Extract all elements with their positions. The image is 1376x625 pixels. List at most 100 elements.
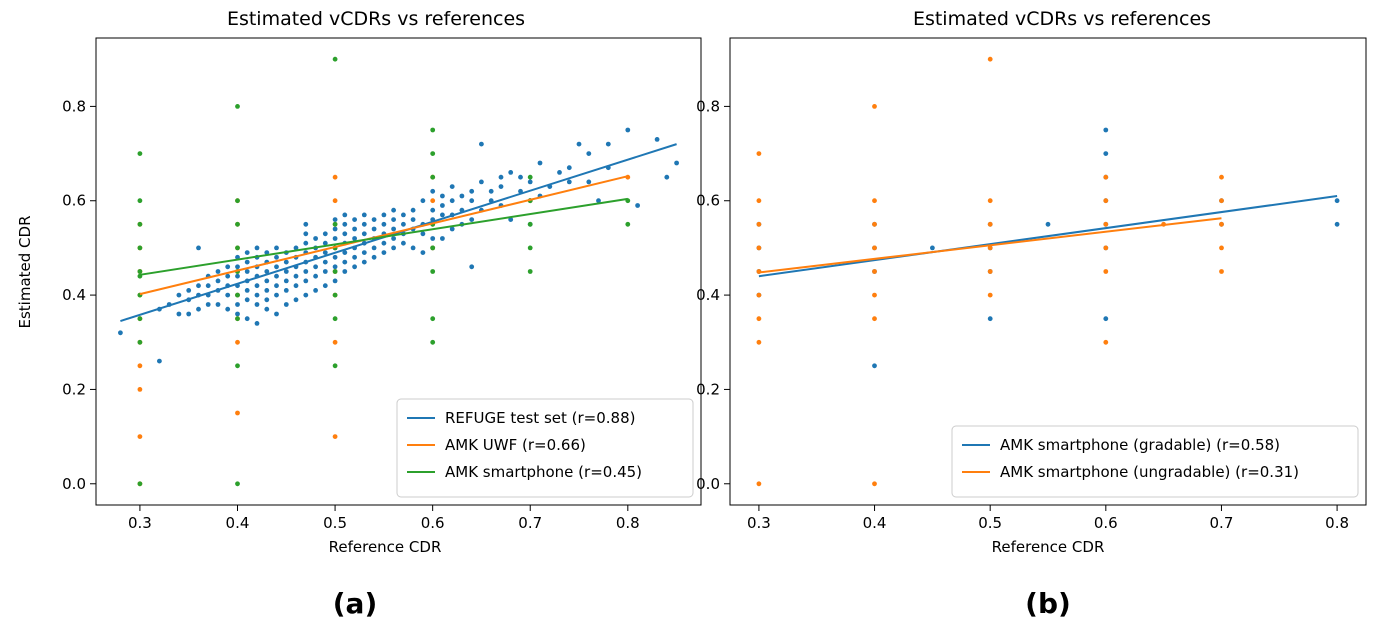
panel-a-series-2-point-5 <box>137 269 143 274</box>
panel-a-series-0-point-119 <box>361 212 367 218</box>
panel-b-series-1-point-21 <box>987 198 993 204</box>
panel-a-series-2-point-26 <box>430 339 436 345</box>
panel-a-series-0-point-51 <box>264 278 270 284</box>
panel-b-x-tick-label-3: 0.6 <box>1094 514 1118 532</box>
panel-a-series-0-point-196 <box>654 137 660 142</box>
panel-a-series-1-point-1 <box>137 434 143 439</box>
panel-a-series-0-point-178 <box>518 174 523 180</box>
panel-a-series-0-point-27 <box>235 302 240 307</box>
panel-b-series-1-point-16 <box>872 104 877 109</box>
panel-a-series-0-point-101 <box>342 269 348 274</box>
panel-a-series-0-point-154 <box>440 203 445 208</box>
panel-b-x-tick-label-5: 0.8 <box>1325 514 1349 532</box>
panel-b-series-0-point-4 <box>872 363 877 369</box>
panel-a-series-1-point-24 <box>332 198 338 204</box>
panel-a-series-0-point-169 <box>479 141 484 147</box>
panel-b-x-tick-label-0: 0.3 <box>747 514 771 532</box>
panel-a-series-1-point-11 <box>235 339 240 345</box>
panel-a-series-0-point-55 <box>274 311 279 317</box>
panel-a-y-axis-label: Estimated CDR <box>16 216 34 329</box>
panel-a-series-2-point-35 <box>527 245 533 251</box>
panel-a-series-0-point-95 <box>332 264 338 270</box>
panel-b-series-1-point-20 <box>987 221 993 227</box>
panel-a-caption: (a) <box>333 587 378 620</box>
panel-a-series-0-point-146 <box>420 198 426 204</box>
panel-b-series-1-point-9 <box>872 481 877 487</box>
panel-b: Estimated vCDRs vs references Reference … <box>696 8 1367 620</box>
panel-a-series-0-point-138 <box>401 212 406 218</box>
panel-a-legend-box <box>396 398 694 498</box>
panel-a-series-0-point-80 <box>303 231 309 237</box>
panel-a-series-0-point-151 <box>430 188 436 194</box>
panel-b-x-axis-label: Reference CDR <box>992 538 1105 556</box>
panel-a-series-0-point-143 <box>420 250 426 256</box>
panel-a-series-1-fit-line <box>139 175 629 296</box>
panel-b-series-1-point-24 <box>1103 269 1109 274</box>
panel-a-series-0-point-189 <box>586 179 592 185</box>
panel-b-series-1-point-22 <box>987 56 993 62</box>
panel-a-series-0-point-152 <box>440 236 445 241</box>
panel-a-series-2-point-17 <box>235 198 240 204</box>
panel-a-series-0-point-193 <box>605 141 611 147</box>
panel-b-x-tick-label-1: 0.4 <box>863 514 887 532</box>
panel-a-series-0-point-142 <box>410 207 416 213</box>
panel-a-series-0-point-47 <box>254 245 260 251</box>
panel-b-series-1-point-30 <box>1219 269 1224 274</box>
panel-a-series-0-point-190 <box>586 151 592 157</box>
panel-a-series-1-point-10 <box>235 410 240 416</box>
panel-b-y-tick-label-4: 0.8 <box>696 97 720 115</box>
panel-a-series-0-point-19 <box>215 278 221 284</box>
panel-a-y-tick-label-2: 0.4 <box>62 286 86 304</box>
panel-a-series-0-point-197 <box>664 174 670 180</box>
panel-a-series-2-point-15 <box>235 245 240 251</box>
panel-a-series-0-point-59 <box>274 264 279 270</box>
panel-a-series-0-point-125 <box>381 250 387 256</box>
panel-a-series-2-point-36 <box>527 221 533 227</box>
panel-a-series-2-point-1 <box>137 339 143 345</box>
panel-a-series-0-point-43 <box>254 283 260 289</box>
panel-a-series-0-point-54 <box>264 250 270 256</box>
panel-a-series-0-point-56 <box>274 292 279 298</box>
panel-a-series-0-point-118 <box>361 221 367 227</box>
panel-a-series-0-point-42 <box>254 292 260 298</box>
panel-b-series-1-point-12 <box>872 269 877 274</box>
panel-a-series-0-point-94 <box>332 278 338 284</box>
panel-a-series-0-point-198 <box>674 160 679 166</box>
panel-a-series-0-point-61 <box>274 245 279 251</box>
panel-b-series-1-point-23 <box>1103 339 1109 345</box>
panel-a-series-0-point-98 <box>332 236 338 241</box>
panel-a-legend-label-0: REFUGE test set (r=0.88) <box>445 409 635 427</box>
panel-a-series-2-point-32 <box>430 151 436 157</box>
panel-a-series-0-point-84 <box>313 264 318 270</box>
panel-a-series-0-point-5 <box>176 292 182 298</box>
panel-b-series-0-point-14 <box>1103 316 1109 322</box>
panel-a-series-0-point-64 <box>283 278 289 284</box>
panel-b-legend: AMK smartphone (gradable) (r=0.58) AMK sm… <box>951 425 1359 498</box>
panel-a-series-0-point-66 <box>283 259 289 265</box>
panel-a-series-0-point-20 <box>215 269 221 274</box>
panel-a-series-0-point-12 <box>196 245 201 251</box>
panel-a-series-0-point-88 <box>322 283 328 289</box>
panel-b-series-1-point-6 <box>756 221 762 227</box>
panel-a-series-2-point-27 <box>430 316 436 322</box>
panel-b-series-0-point-23 <box>1334 221 1340 227</box>
panel-a-series-0-point-21 <box>225 306 231 312</box>
panel-a-series-0-point-63 <box>283 288 289 293</box>
panel-b-series-0-point-9 <box>987 316 993 322</box>
panel-a-series-0-point-34 <box>244 297 250 303</box>
panel-a-series-0-point-126 <box>381 240 387 246</box>
panel-a-series-0-point-26 <box>235 311 240 317</box>
panel-a-series-0-point-115 <box>361 250 367 256</box>
panel-b-series-0-point-24 <box>1334 198 1340 204</box>
panel-a-series-0-point-90 <box>322 259 328 265</box>
panel-a-series-0-point-112 <box>352 226 357 232</box>
panel-a-series-0-point-76 <box>303 269 309 274</box>
panel-a-x-tick-label-1: 0.4 <box>226 514 250 532</box>
panel-b-legend-label-0: AMK smartphone (gradable) (r=0.58) <box>1000 436 1280 454</box>
panel-b-y-tick-label-2: 0.4 <box>696 286 720 304</box>
panel-b-series-1-point-15 <box>872 198 877 204</box>
panel-a-series-0-point-135 <box>401 240 406 246</box>
panel-b-y-tick-label-0: 0.0 <box>696 475 720 493</box>
panel-a-series-2-point-7 <box>137 221 143 227</box>
